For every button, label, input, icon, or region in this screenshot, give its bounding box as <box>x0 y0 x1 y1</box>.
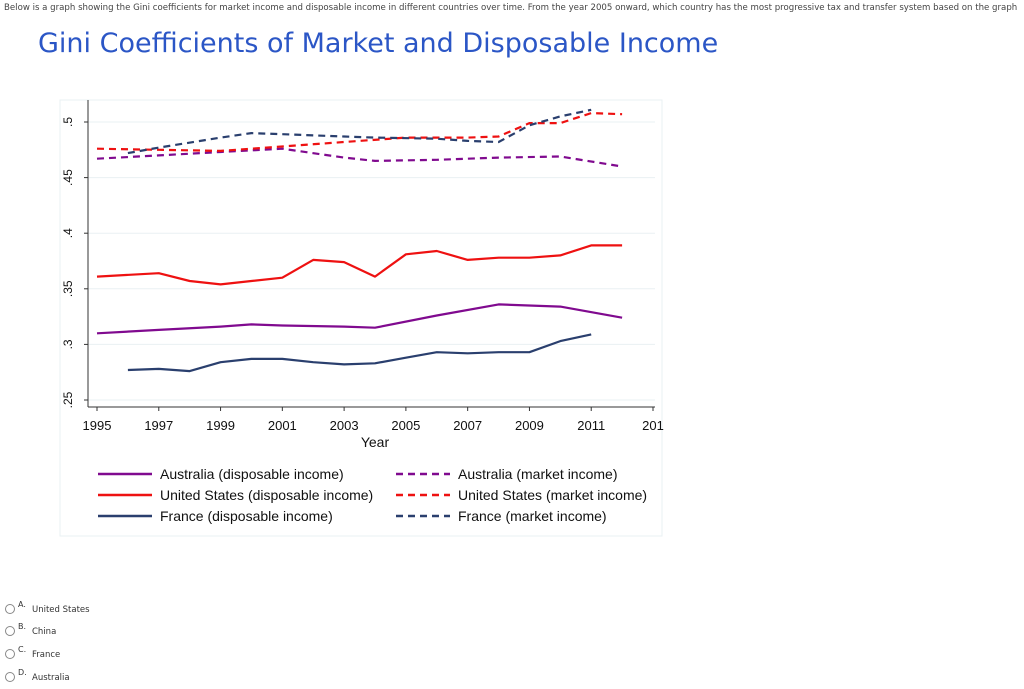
y-tick-label: .25 <box>61 391 75 408</box>
y-tick-label: .3 <box>61 339 75 349</box>
series-line-australia-disposable-income <box>96 303 623 335</box>
x-tick-label: 1997 <box>144 418 173 433</box>
x-tick-label: 1995 <box>83 418 112 433</box>
y-tick-label: .5 <box>61 117 75 127</box>
option-b-radio[interactable] <box>5 626 15 636</box>
chart-frame <box>59 99 663 537</box>
x-tick-label: 2001 <box>268 418 297 433</box>
x-tick-label: 2005 <box>391 418 420 433</box>
option-a-radio[interactable] <box>5 604 15 614</box>
x-tick-label: 1999 <box>206 418 235 433</box>
legend-label: Australia (market income) <box>458 466 618 482</box>
option-a[interactable]: A. United States <box>5 600 105 616</box>
option-a-letter: A. <box>18 600 26 609</box>
option-b-letter: B. <box>18 622 27 631</box>
question-text: Below is a graph showing the Gini coeffi… <box>4 3 1020 13</box>
y-tick-label: .35 <box>61 280 75 297</box>
series-line-france-disposable-income <box>127 333 592 373</box>
option-c[interactable]: C. France <box>5 645 105 661</box>
series-line-united-states-market-income <box>96 111 623 152</box>
gini-line-chart: .25 .3 .35 .4 .45 .5 1995 1997 1999 2001 2003 2005 2… <box>59 99 664 537</box>
option-d-letter: D. <box>18 668 27 677</box>
option-b[interactable]: B. China <box>5 622 105 638</box>
option-d-radio[interactable] <box>5 672 15 682</box>
series-line-australia-market-income <box>96 147 623 168</box>
y-tick-label: .4 <box>61 228 75 238</box>
legend-label: France (disposable income) <box>160 508 333 524</box>
option-b-label: China <box>32 627 57 637</box>
legend-label: Australia (disposable income) <box>160 466 344 482</box>
legend-label: United States (disposable income) <box>160 487 373 503</box>
legend-label: France (market income) <box>458 508 607 524</box>
x-tick-label: 2011 <box>577 418 605 433</box>
chart-title: Gini Coefficients of Market and Disposab… <box>38 28 719 59</box>
x-tick-label: 2009 <box>515 418 544 433</box>
option-c-label: France <box>32 650 61 660</box>
x-tick-label: 201 <box>642 418 664 433</box>
option-d[interactable]: D. Australia <box>5 668 105 684</box>
x-axis-label: Year <box>361 434 390 450</box>
option-a-label: United States <box>32 605 90 615</box>
x-tick-label: 2003 <box>330 418 359 433</box>
option-c-letter: C. <box>18 645 27 654</box>
series-line-united-states-disposable-income <box>96 244 623 286</box>
option-c-radio[interactable] <box>5 649 15 659</box>
x-tick-label: 2007 <box>453 418 482 433</box>
legend-label: United States (market income) <box>458 487 647 503</box>
option-d-label: Australia <box>32 673 70 683</box>
y-tick-label: .45 <box>61 169 75 186</box>
